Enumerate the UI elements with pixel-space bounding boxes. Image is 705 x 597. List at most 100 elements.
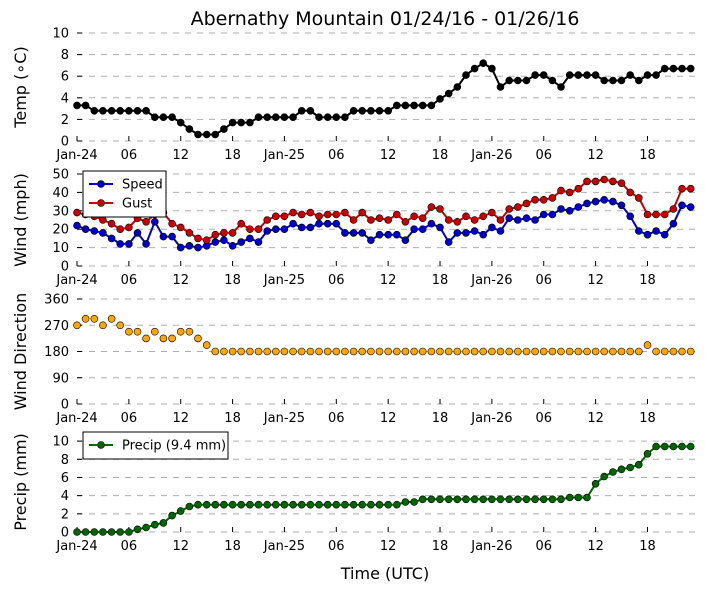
wind-series-speed — [73, 196, 695, 252]
temp-series-temp — [73, 59, 695, 139]
precip-data-point — [90, 528, 99, 536]
wind-direction-data-point — [306, 347, 315, 356]
wind-direction-data-point — [565, 347, 574, 356]
wind-direction-data-point — [505, 347, 514, 356]
temp-data-point — [375, 107, 384, 115]
temp-data-point — [367, 107, 375, 115]
wind-data-point — [600, 175, 609, 184]
wind-data-point — [617, 201, 626, 210]
temp-data-point — [652, 71, 660, 79]
wind-direction-x-tick-label: Jan-25 — [263, 411, 305, 426]
temp-data-point — [358, 107, 367, 115]
temp-data-point — [315, 113, 323, 121]
wind-data-point — [505, 205, 514, 213]
temp-data-point — [565, 71, 574, 79]
precip-data-point — [125, 528, 133, 536]
wind-direction-data-point — [125, 327, 133, 336]
temp-data-point — [99, 107, 107, 115]
temp-x-tick-label: 06 — [535, 148, 552, 163]
precip-y-tick-label: 6 — [61, 471, 69, 486]
wind-data-point — [220, 236, 228, 244]
wind-data-point — [436, 223, 444, 232]
wind-data-point — [228, 242, 237, 250]
wind-data-point — [418, 225, 427, 233]
wind-direction-data-point — [531, 347, 539, 356]
temp-data-point — [185, 125, 194, 133]
temp-data-point — [427, 101, 436, 110]
precip-data-point — [341, 500, 349, 509]
wind-direction-data-point — [349, 347, 358, 356]
wind-data-point — [289, 208, 297, 217]
temp-x-tick-label: Jan-24 — [55, 148, 97, 163]
wind-data-point — [453, 229, 462, 237]
wind-data-point — [427, 219, 436, 228]
wind-x-tick-label: Jan-26 — [470, 273, 512, 288]
wind-data-point — [159, 232, 168, 241]
temp-data-point — [254, 113, 263, 121]
wind-data-point — [488, 223, 496, 232]
temp-data-point — [116, 107, 124, 115]
wind-data-point — [626, 212, 635, 221]
temp-data-point — [583, 71, 591, 79]
wind-direction-data-point — [151, 327, 159, 336]
wind-data-point — [591, 177, 600, 186]
temp-data-point — [557, 83, 565, 91]
temp-data-point — [289, 113, 297, 121]
wind-data-point — [297, 223, 306, 232]
temp-data-point — [444, 89, 453, 98]
wind-data-point — [211, 238, 220, 246]
wind-y-tick-label: 40 — [52, 186, 69, 201]
temp-data-point — [280, 113, 289, 121]
precip-data-point — [107, 528, 116, 536]
chart-title: Abernathy Mountain 01/24/16 - 01/26/16 — [191, 8, 580, 30]
wind-data-point — [228, 229, 237, 237]
wind-data-point — [609, 177, 617, 186]
wind-data-point — [557, 186, 565, 195]
precip-data-point — [678, 442, 686, 451]
wind-direction-x-tick-label: 12 — [172, 411, 189, 426]
wind-data-point — [73, 208, 81, 217]
wind-direction-data-point — [263, 347, 272, 356]
precip-x-tick-label: 12 — [172, 539, 189, 554]
temp-x-tick-label: Jan-26 — [470, 148, 512, 163]
wind-data-point — [73, 221, 81, 230]
wind-direction-data-point — [246, 347, 254, 356]
wind-direction-x-tick-label: 18 — [432, 411, 449, 426]
precip-data-point — [211, 500, 220, 509]
wind-direction-data-point — [548, 347, 557, 356]
precip-data-point — [254, 500, 263, 509]
precip-data-point — [548, 495, 557, 504]
precip-data-point — [246, 500, 254, 509]
wind-data-point — [246, 225, 254, 233]
temp-data-point — [505, 76, 514, 85]
wind-direction-y-tick-label: 270 — [44, 319, 69, 334]
wind-direction-x-tick-label: 18 — [224, 411, 241, 426]
wind-data-point — [323, 219, 332, 228]
precip-data-point — [539, 495, 548, 504]
precip-y-tick-label: 8 — [61, 453, 69, 468]
temp-data-point — [669, 64, 678, 73]
wind-data-point — [202, 236, 211, 244]
precip-data-point — [151, 520, 159, 529]
precip-legend-marker — [97, 441, 105, 449]
precip-data-point — [686, 442, 695, 451]
wind-data-point — [107, 219, 116, 228]
wind-data-point — [392, 230, 401, 239]
wind-x-tick-label: 18 — [639, 273, 656, 288]
temp-y-tick-label: 8 — [61, 48, 69, 63]
wind-data-point — [358, 208, 367, 217]
temp-data-point — [418, 101, 427, 110]
wind-direction-data-point — [513, 347, 522, 356]
wind-data-point — [142, 218, 150, 226]
wind-data-point — [280, 225, 289, 233]
wind-x-tick-label: 12 — [587, 273, 604, 288]
precip-x-tick-label: 18 — [432, 539, 449, 554]
wind-direction-data-point — [488, 347, 496, 356]
temp-y-tick-label: 4 — [61, 91, 69, 106]
wind-data-point — [116, 225, 124, 233]
wind-data-point — [142, 240, 150, 248]
wind-x-tick-label: 18 — [224, 273, 241, 288]
wind-direction-data-point — [660, 347, 669, 356]
wind-data-point — [513, 216, 522, 224]
